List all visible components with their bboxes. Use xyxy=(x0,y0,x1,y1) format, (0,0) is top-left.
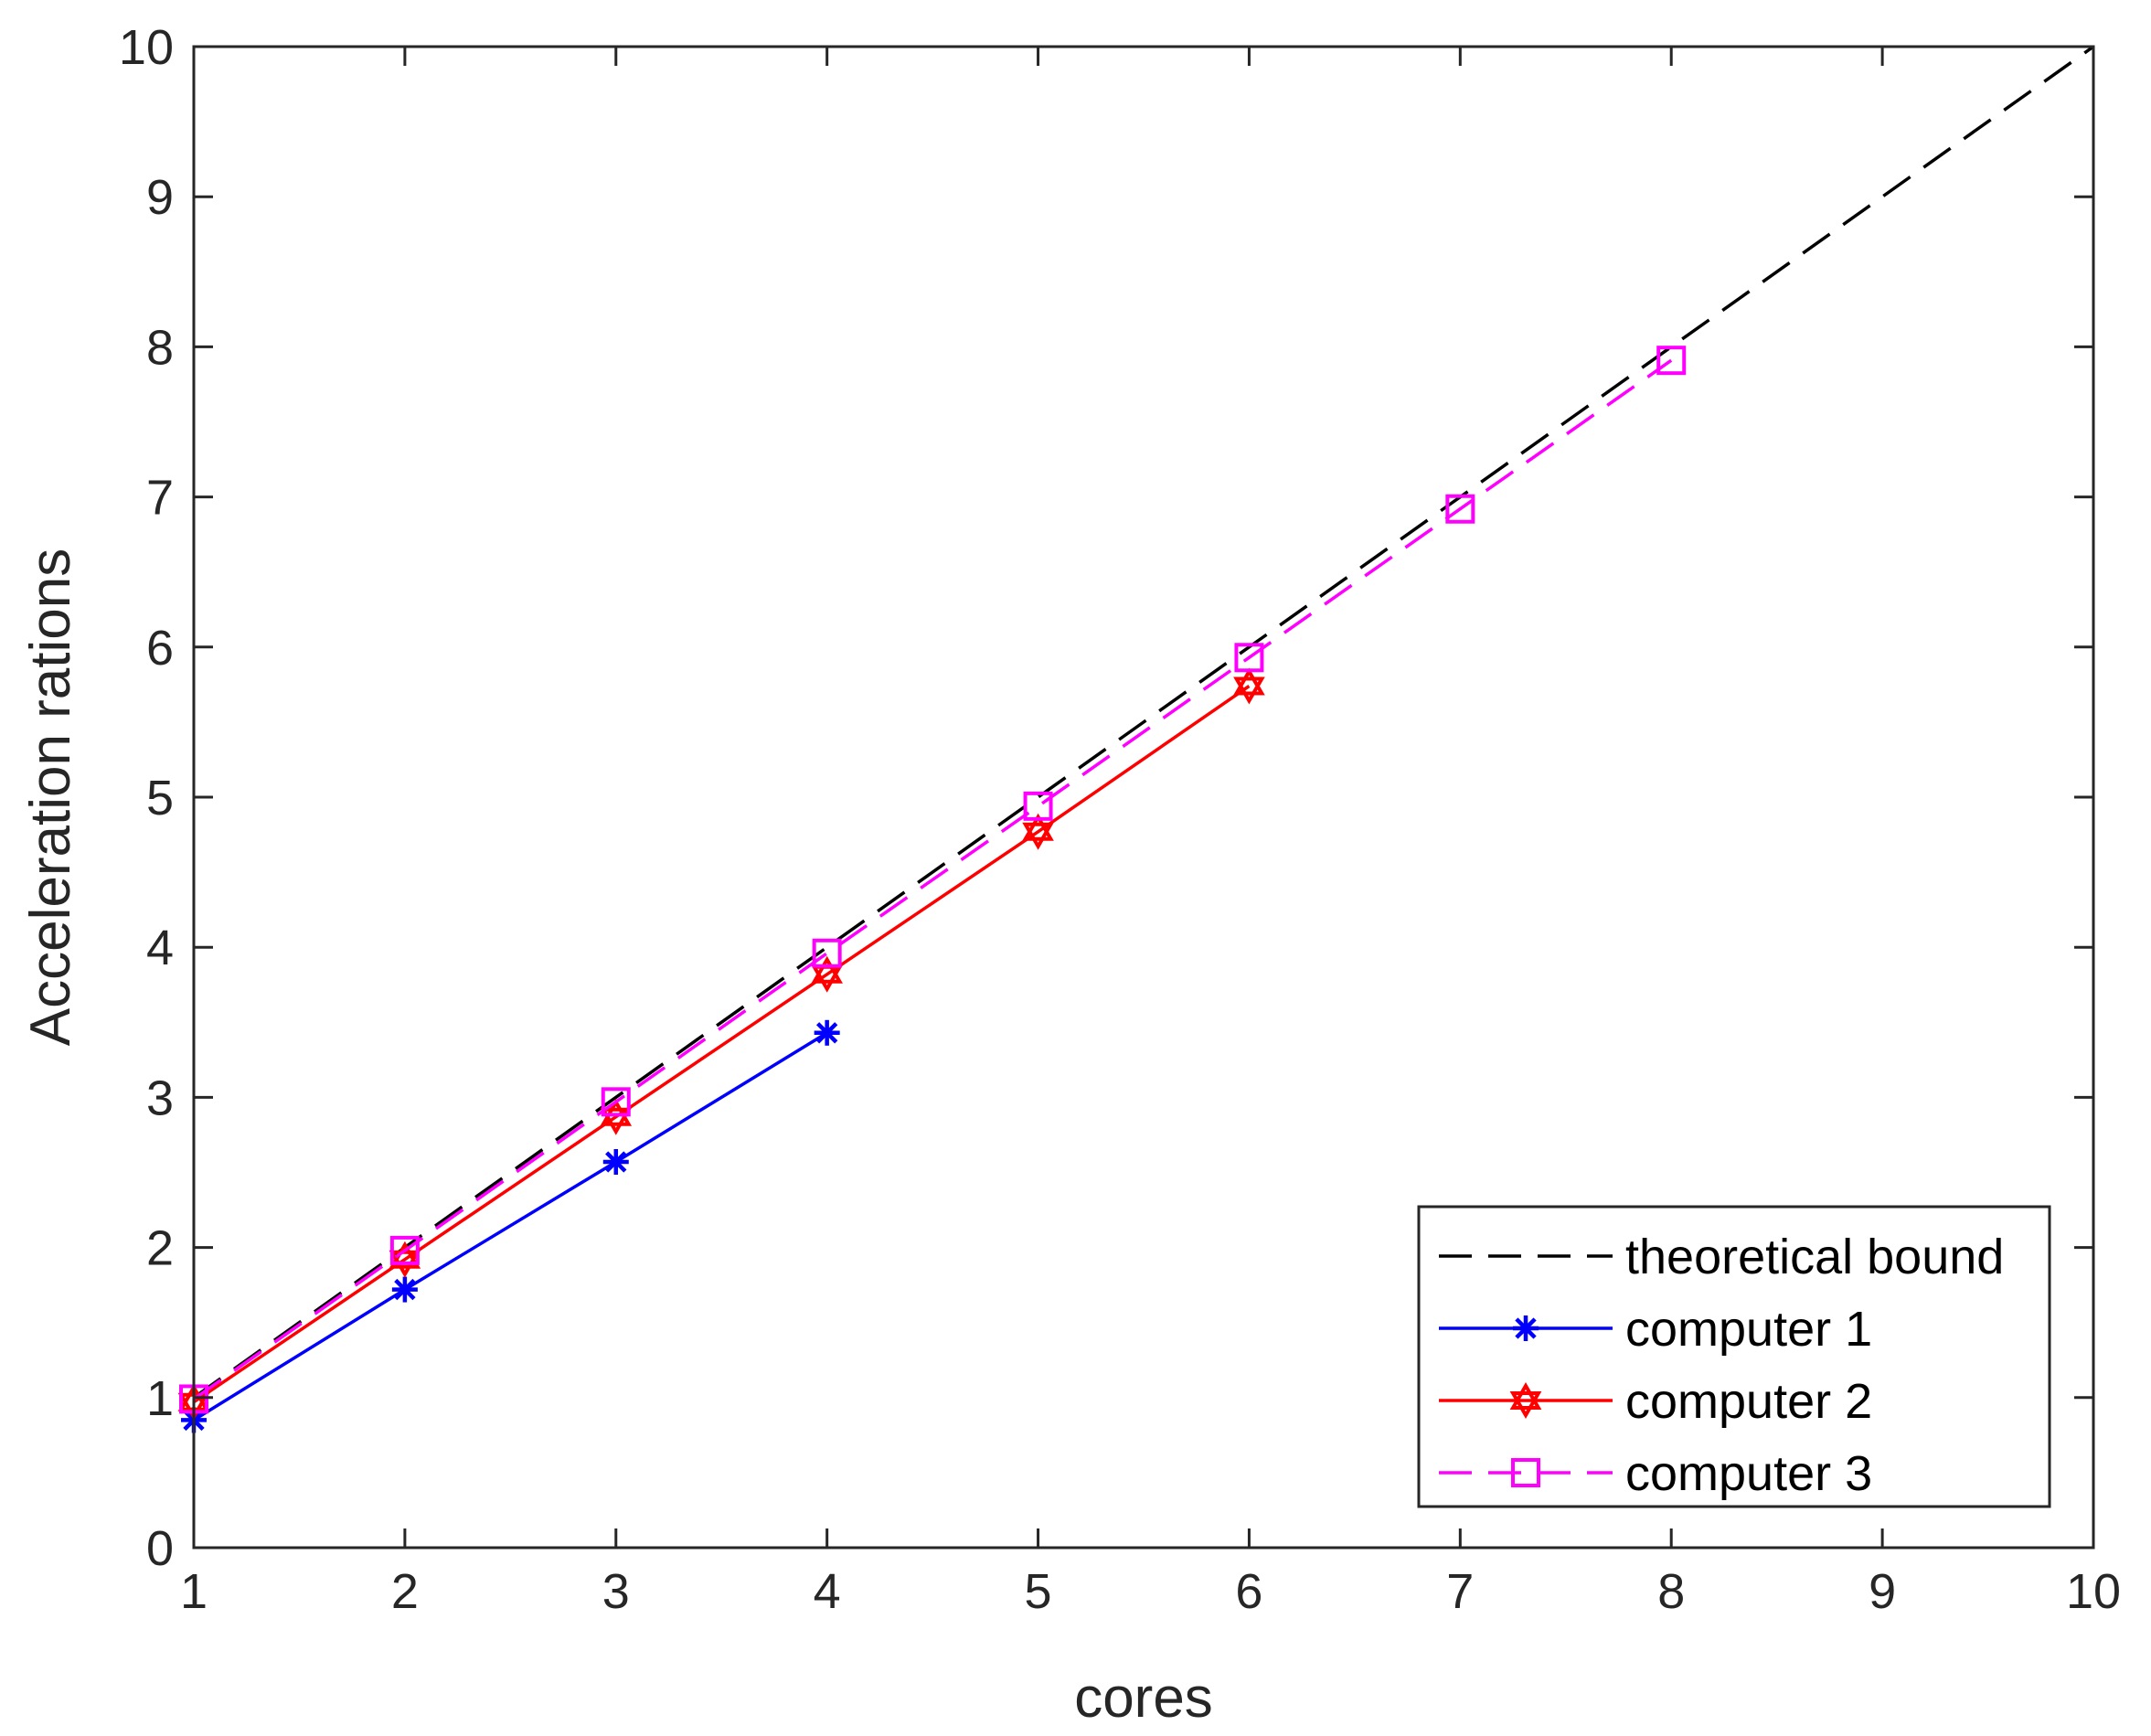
data-point-2-3 xyxy=(602,1149,629,1176)
data-point-2-2 xyxy=(391,1276,418,1303)
x-tick-label: 10 xyxy=(2066,1564,2121,1619)
data-point-4-8 xyxy=(1656,346,1687,376)
y-tick-label: 6 xyxy=(146,621,174,676)
legend: theoretical bound computer 1 computer 2 com… xyxy=(1417,1205,2051,1508)
y-tick-label: 1 xyxy=(146,1371,174,1426)
x-tick-label: 6 xyxy=(1235,1564,1262,1619)
x-tick-label: 5 xyxy=(1025,1564,1052,1619)
legend-label-4: computer 3 xyxy=(1625,1446,1872,1501)
y-tick-label: 2 xyxy=(146,1221,174,1276)
x-tick-label: 8 xyxy=(1657,1564,1685,1619)
plot-marks xyxy=(177,45,2095,1433)
x-axis-title: cores xyxy=(1074,1667,1213,1730)
y-tick-label: 0 xyxy=(146,1521,174,1576)
y-tick-label: 3 xyxy=(146,1070,174,1125)
legend-marker-4 xyxy=(1511,1458,1540,1487)
x-tick-label: 3 xyxy=(602,1564,630,1619)
series-line-2 xyxy=(193,1031,828,1422)
y-tick-label: 8 xyxy=(146,320,174,375)
series-line-3 xyxy=(193,685,1251,1404)
legend-marker-3 xyxy=(1509,1382,1542,1419)
data-point-2-4 xyxy=(814,1019,840,1046)
series-line-4 xyxy=(192,358,1673,1401)
data-point-3-6 xyxy=(1233,667,1265,705)
x-tick-label: 1 xyxy=(180,1564,208,1619)
y-tick-label: 7 xyxy=(146,471,174,526)
series-line-1 xyxy=(192,45,2095,1400)
y-tick-label: 5 xyxy=(146,771,174,825)
legend-marker-2 xyxy=(1513,1315,1539,1341)
x-tick-label: 9 xyxy=(1869,1564,1896,1619)
y-tick-label: 9 xyxy=(146,170,174,225)
data-point-4-7 xyxy=(1445,494,1475,524)
data-point-4-5 xyxy=(1023,791,1053,821)
x-tick-label: 7 xyxy=(1446,1564,1474,1619)
data-point-3-5 xyxy=(1022,813,1054,850)
y-tick-label: 10 xyxy=(119,20,174,75)
data-point-4-6 xyxy=(1234,643,1264,673)
y-axis-title: Acceleration rations xyxy=(19,548,82,1047)
data-point-4-3 xyxy=(601,1087,631,1117)
legend-label-3: computer 2 xyxy=(1625,1374,1872,1429)
legend-label-1: theoretical bound xyxy=(1625,1230,2004,1284)
y-tick-label: 4 xyxy=(146,921,174,975)
x-tick-label: 2 xyxy=(391,1564,419,1619)
data-point-4-2 xyxy=(389,1235,420,1265)
data-point-4-4 xyxy=(812,938,842,968)
legend-label-2: computer 1 xyxy=(1625,1302,1872,1357)
x-tick-label: 4 xyxy=(814,1564,841,1619)
legend-box xyxy=(1417,1205,2051,1508)
